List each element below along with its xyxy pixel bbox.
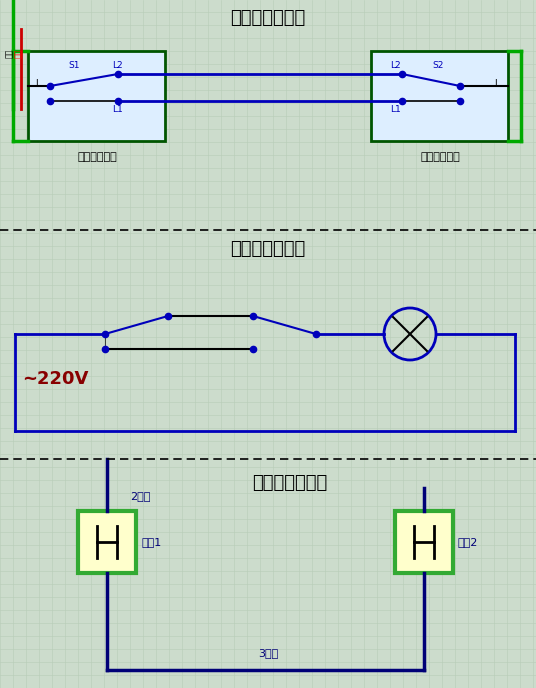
Text: 2根线: 2根线 [130, 491, 151, 501]
Text: 单开双控开关: 单开双控开关 [420, 152, 460, 162]
Text: L1: L1 [390, 105, 401, 114]
Text: 3根线: 3根线 [258, 648, 278, 658]
Text: ~220V: ~220V [22, 370, 88, 388]
Bar [28, 51, 165, 141]
Bar [395, 511, 453, 573]
Text: L2: L2 [390, 61, 400, 70]
Text: L: L [35, 80, 41, 89]
Text: S1: S1 [68, 61, 79, 70]
Text: L1: L1 [112, 105, 123, 114]
Text: 单开双控开关: 单开双控开关 [77, 152, 117, 162]
Text: 双控开关原理图: 双控开关原理图 [230, 240, 306, 258]
Text: 地线: 地线 [13, 49, 23, 58]
Bar [371, 51, 508, 141]
Bar [78, 511, 136, 573]
Text: S2: S2 [432, 61, 443, 70]
Text: L: L [495, 80, 500, 89]
Text: 开关2: 开关2 [458, 537, 478, 547]
Text: L2: L2 [112, 61, 123, 70]
Text: 双控开关布线图: 双控开关布线图 [252, 474, 327, 492]
Text: 双控开关接线图: 双控开关接线图 [230, 9, 306, 27]
Text: 相线: 相线 [4, 49, 13, 58]
Text: 开关1: 开关1 [141, 537, 161, 547]
